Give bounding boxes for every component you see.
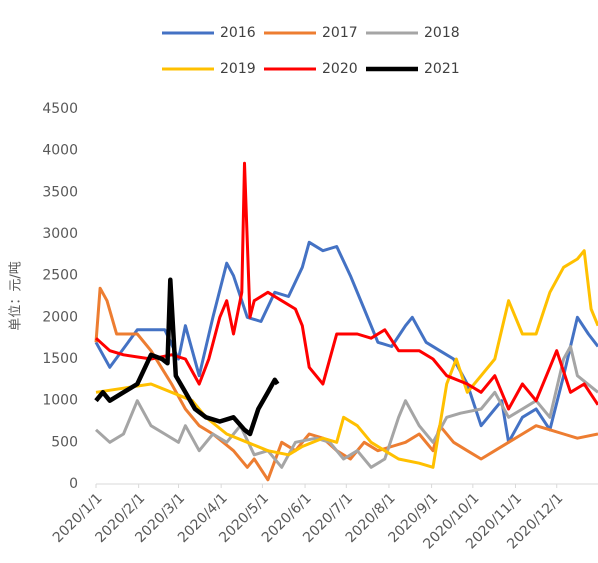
legend-label: 2021 <box>424 61 460 77</box>
y-tick-label: 1500 <box>42 351 78 367</box>
series-line <box>94 286 598 482</box>
y-tick-label: 0 <box>69 476 78 492</box>
series-line <box>95 249 598 469</box>
y-tick-label: 1000 <box>42 393 78 409</box>
y-tick-label: 4000 <box>42 143 78 159</box>
series-line <box>94 277 280 437</box>
y-tick-label: 3500 <box>42 184 78 200</box>
y-tick-label: 2500 <box>42 268 78 284</box>
legend-label: 2018 <box>424 25 460 41</box>
y-tick-label: 4500 <box>42 101 78 117</box>
y-tick-label: 3000 <box>42 226 78 242</box>
series-line <box>94 240 598 444</box>
y-axis-label: 单位：元/吨 <box>9 261 24 330</box>
legend-label: 2019 <box>220 61 256 77</box>
legend-label: 2020 <box>322 61 358 77</box>
series-line <box>94 161 598 411</box>
y-tick-label: 2000 <box>42 309 78 325</box>
y-tick-label: 500 <box>51 434 78 450</box>
legend-label: 2017 <box>322 25 358 41</box>
legend-label: 2016 <box>220 25 256 41</box>
series-line <box>94 345 598 469</box>
